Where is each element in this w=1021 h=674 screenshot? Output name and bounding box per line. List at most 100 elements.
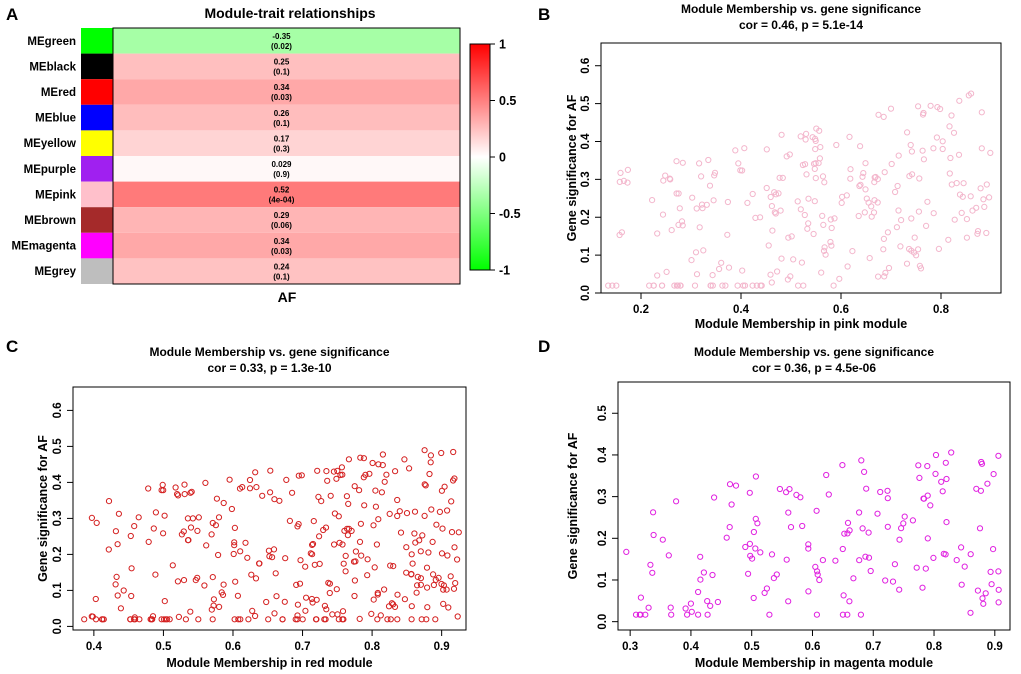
- scatter-point: [379, 462, 386, 469]
- scatter-point: [924, 198, 931, 205]
- scatter-point: [732, 147, 739, 154]
- scatter-point: [161, 598, 168, 605]
- scatter-point: [723, 534, 730, 541]
- scatter-point: [872, 173, 879, 181]
- x-tick-label: 0.7: [865, 641, 881, 653]
- scatter-point: [454, 613, 461, 620]
- scatter-point: [881, 273, 888, 280]
- heatmap-cell-cor: 0.29: [274, 211, 290, 220]
- scatter-point: [700, 247, 707, 254]
- scatter-point: [145, 538, 152, 546]
- heatmap-row-label: MEmagenta: [11, 241, 76, 253]
- scatter-point: [212, 522, 219, 529]
- scatter-subtitle: cor = 0.36, p = 4.5e-06: [752, 361, 876, 375]
- scatter-point: [678, 218, 686, 225]
- scatter-point: [707, 282, 714, 289]
- scatter-point: [934, 104, 941, 111]
- scatter-point: [980, 196, 987, 203]
- scatter-point: [785, 234, 792, 241]
- scatter-point: [369, 459, 376, 467]
- heatmap-cell-cor: -0.35: [272, 32, 291, 41]
- scatter-point: [444, 552, 451, 559]
- heatmap-cell: [113, 232, 460, 259]
- scatter-point: [805, 220, 812, 227]
- heatmap-cell-cor: 0.029: [271, 160, 292, 169]
- scatter-point: [839, 611, 847, 618]
- scatter-point: [160, 616, 168, 623]
- scatter-point: [786, 486, 793, 493]
- scatter-point: [988, 581, 995, 588]
- scatter-point: [768, 551, 776, 558]
- scatter-point: [785, 598, 792, 605]
- scatter-point: [862, 186, 869, 193]
- scatter-point: [667, 176, 674, 183]
- scatter-point: [745, 570, 752, 577]
- scatter-point: [995, 568, 1002, 575]
- scatter-point: [440, 600, 447, 608]
- scatter-point: [833, 141, 840, 149]
- scatter-point: [698, 173, 705, 180]
- scatter-point: [839, 462, 846, 469]
- scatter-point: [294, 601, 301, 608]
- scatter-point: [249, 607, 256, 615]
- scatter-subtitle: cor = 0.46, p = 5.1e-14: [739, 18, 863, 32]
- y-tick-label: 0.0: [597, 614, 609, 630]
- scatter-point: [375, 516, 382, 523]
- y-tick-label: 0.0: [52, 618, 64, 634]
- scatter-point: [901, 513, 908, 520]
- panel-letter-c: C: [6, 337, 18, 356]
- scatter-point: [894, 182, 901, 190]
- scatter-point: [754, 520, 761, 527]
- scatter-point: [828, 224, 835, 232]
- scatter-point: [919, 147, 926, 154]
- scatter-point: [950, 129, 958, 136]
- scatter-point: [187, 608, 194, 615]
- scatter-point: [370, 522, 377, 529]
- scatter-point: [256, 560, 263, 567]
- scatter-point: [938, 478, 945, 485]
- scatter-point: [684, 611, 691, 618]
- heatmap-cell-cor: 0.26: [274, 109, 290, 118]
- scatter-point: [450, 585, 458, 592]
- scatter-point: [345, 525, 353, 533]
- scatter-point: [793, 491, 800, 498]
- scatter-point: [637, 594, 645, 601]
- scatter-point: [351, 577, 358, 584]
- scatter-point: [930, 554, 937, 562]
- scatter-point: [88, 514, 96, 522]
- scatter-point: [813, 125, 820, 132]
- heatmap-row-label: MEyellow: [24, 138, 76, 150]
- scatter-point: [112, 581, 119, 588]
- scatter-point: [856, 557, 863, 564]
- scatter-point: [688, 257, 695, 264]
- scatter-point: [709, 571, 716, 579]
- scatter-point: [915, 103, 922, 110]
- scatter-point: [693, 205, 700, 212]
- scatter-point: [811, 198, 818, 205]
- y-tick-label: 0.3: [597, 489, 609, 505]
- scatter-point: [711, 169, 719, 176]
- scatter-point: [948, 449, 955, 456]
- heatmap-row-label: MEblue: [35, 113, 76, 125]
- scatter-point: [958, 544, 965, 551]
- scatter-point: [428, 506, 435, 513]
- scatter-point: [990, 546, 997, 553]
- scatter-point: [384, 616, 391, 623]
- data-points: [605, 90, 994, 289]
- scatter-point: [195, 616, 202, 623]
- heatmap-cell-pvalue: (0.03): [271, 93, 292, 102]
- scatter-point: [343, 493, 350, 500]
- scatter-point: [372, 503, 379, 510]
- scatter-point: [450, 448, 457, 456]
- scatter-point: [259, 492, 266, 499]
- scatter-point: [414, 573, 421, 581]
- scatter-point: [866, 255, 873, 262]
- y-tick-label: 0.5: [597, 405, 609, 422]
- scatter-point: [98, 616, 106, 623]
- scatter-point: [948, 181, 955, 188]
- scatter-point: [857, 611, 865, 618]
- scatter-point: [818, 269, 825, 276]
- scatter-point: [913, 564, 920, 571]
- scatter-point: [776, 174, 783, 181]
- scatter-point: [235, 616, 242, 623]
